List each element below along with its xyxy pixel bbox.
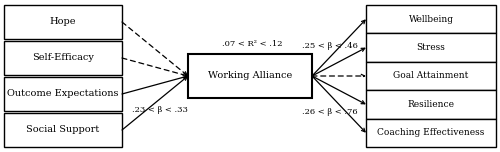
Bar bbox=[366, 90, 496, 119]
Bar bbox=[366, 119, 496, 147]
Text: Resilience: Resilience bbox=[408, 100, 455, 109]
Text: Wellbeing: Wellbeing bbox=[408, 15, 454, 24]
FancyArrowPatch shape bbox=[122, 77, 187, 130]
FancyArrowPatch shape bbox=[312, 74, 364, 78]
Text: Goal Attainment: Goal Attainment bbox=[394, 71, 468, 81]
Bar bbox=[366, 33, 496, 62]
Text: Outcome Expectations: Outcome Expectations bbox=[7, 90, 119, 98]
Text: Coaching Effectiveness: Coaching Effectiveness bbox=[378, 128, 484, 137]
FancyArrowPatch shape bbox=[312, 20, 365, 76]
Text: .07 < R² < .12: .07 < R² < .12 bbox=[222, 40, 282, 48]
FancyArrowPatch shape bbox=[122, 22, 187, 75]
FancyArrowPatch shape bbox=[122, 58, 186, 76]
Bar bbox=[4, 5, 122, 39]
Bar bbox=[366, 5, 496, 33]
Text: Social Support: Social Support bbox=[26, 126, 100, 135]
FancyArrowPatch shape bbox=[312, 76, 365, 132]
Bar bbox=[188, 54, 312, 98]
Text: Working Alliance: Working Alliance bbox=[208, 71, 292, 81]
Text: .25 < β < .46: .25 < β < .46 bbox=[302, 42, 358, 50]
Bar bbox=[4, 77, 122, 111]
Text: Hope: Hope bbox=[50, 17, 76, 26]
FancyArrowPatch shape bbox=[312, 48, 365, 76]
Bar bbox=[366, 62, 496, 90]
Bar bbox=[4, 113, 122, 147]
Text: .23 < β < .33: .23 < β < .33 bbox=[132, 106, 188, 114]
Text: Stress: Stress bbox=[416, 43, 446, 52]
Bar bbox=[4, 41, 122, 75]
Text: Self-Efficacy: Self-Efficacy bbox=[32, 54, 94, 62]
FancyArrowPatch shape bbox=[122, 76, 186, 94]
FancyArrowPatch shape bbox=[312, 76, 365, 104]
Text: .26 < β < .76: .26 < β < .76 bbox=[302, 108, 358, 116]
